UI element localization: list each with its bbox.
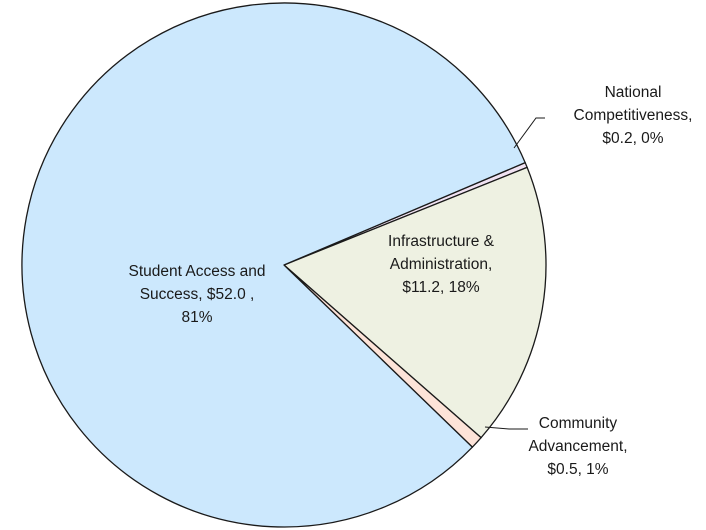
- data-label-community-advancement: Community Advancement, $0.5, 1%: [528, 415, 627, 478]
- data-label-line: Competitiveness,: [574, 107, 693, 124]
- data-label-line: Infrastructure &: [388, 233, 495, 250]
- pie-slices: [21, 2, 547, 528]
- slice-student-access-and-success: [21, 2, 526, 528]
- data-label-line: Administration,: [390, 256, 493, 273]
- data-label-national-competitiveness: National Competitiveness, $0.2, 0%: [574, 84, 693, 147]
- data-label-line: $0.5, 1%: [547, 461, 608, 478]
- data-label-line: Student Access and: [128, 263, 265, 280]
- data-label-infrastructure-and-administration: Infrastructure & Administration, $11.2, 18…: [388, 233, 495, 296]
- leader-lines: [484, 117, 545, 430]
- data-label-line: $0.2, 0%: [602, 130, 663, 147]
- leader-line-national-competitiveness: [513, 117, 545, 149]
- slice-infrastructure-and-administration: [283, 166, 547, 439]
- data-label-line: Success, $52.0 ,: [140, 286, 255, 303]
- data-label-line: $11.2, 18%: [402, 279, 479, 296]
- data-label-line: 81%: [181, 309, 212, 326]
- data-label-line: Advancement,: [528, 438, 627, 455]
- leader-line-community-advancement: [484, 426, 528, 430]
- data-label-line: National: [605, 84, 662, 101]
- data-labels: National Competitiveness, $0.2, 0% Infrastr…: [128, 84, 692, 478]
- data-label-student-access-and-success: Student Access and Success, $52.0 , 81%: [128, 263, 265, 326]
- data-label-line: Community: [539, 415, 618, 432]
